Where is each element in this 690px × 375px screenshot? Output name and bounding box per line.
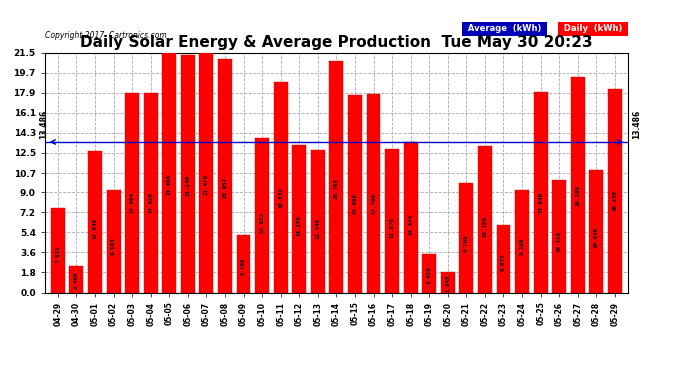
Text: 17.948: 17.948 xyxy=(538,192,543,213)
Bar xyxy=(310,150,325,292)
Bar xyxy=(497,225,511,292)
Text: 21.476: 21.476 xyxy=(204,174,209,195)
Text: 1.848: 1.848 xyxy=(445,274,451,292)
Text: Copyright 2017  Cartronics.com: Copyright 2017 Cartronics.com xyxy=(45,32,166,40)
Bar xyxy=(571,77,584,292)
Bar xyxy=(255,138,269,292)
Bar xyxy=(51,207,65,292)
Text: 18.230: 18.230 xyxy=(613,190,618,211)
Text: 10.940: 10.940 xyxy=(594,227,599,248)
Text: 19.296: 19.296 xyxy=(575,185,580,206)
Text: 21.488: 21.488 xyxy=(167,174,172,195)
Bar xyxy=(274,82,288,292)
Bar xyxy=(199,53,213,292)
Text: 20.708: 20.708 xyxy=(334,178,339,199)
Title: Daily Solar Energy & Average Production  Tue May 30 20:23: Daily Solar Energy & Average Production … xyxy=(80,35,593,50)
Text: 18.832: 18.832 xyxy=(278,188,283,209)
Bar xyxy=(125,93,139,292)
Text: 13.486: 13.486 xyxy=(39,110,48,139)
Bar xyxy=(218,58,232,292)
Text: 13.852: 13.852 xyxy=(259,212,264,233)
Text: 10.116: 10.116 xyxy=(557,231,562,252)
Bar xyxy=(404,142,417,292)
Text: 13.256: 13.256 xyxy=(297,215,302,236)
Bar xyxy=(329,62,344,292)
Text: 13.474: 13.474 xyxy=(408,214,413,236)
Text: 17.828: 17.828 xyxy=(148,192,153,213)
Bar xyxy=(144,93,157,292)
Text: 3.420: 3.420 xyxy=(426,267,432,284)
Text: 9.184: 9.184 xyxy=(111,238,116,255)
Text: 17.904: 17.904 xyxy=(130,192,135,213)
Text: 21.240: 21.240 xyxy=(186,175,190,196)
Bar xyxy=(70,266,83,292)
Text: 2.406: 2.406 xyxy=(74,272,79,289)
Bar xyxy=(478,146,492,292)
Text: 13.486: 13.486 xyxy=(632,110,641,139)
Text: 20.952: 20.952 xyxy=(222,177,228,198)
Bar xyxy=(422,254,436,292)
Text: 6.072: 6.072 xyxy=(501,253,506,271)
Bar xyxy=(106,190,121,292)
Bar xyxy=(293,144,306,292)
Text: 12.646: 12.646 xyxy=(92,219,97,240)
Text: 12.748: 12.748 xyxy=(315,218,320,239)
Text: 12.878: 12.878 xyxy=(390,217,395,238)
Bar xyxy=(348,95,362,292)
Bar xyxy=(237,235,250,292)
Text: 9.798: 9.798 xyxy=(464,234,469,252)
Text: 5.160: 5.160 xyxy=(241,258,246,275)
Bar xyxy=(181,56,195,292)
Text: 7.612: 7.612 xyxy=(55,246,60,263)
Bar xyxy=(366,94,380,292)
Bar xyxy=(385,149,399,292)
Bar xyxy=(162,53,176,292)
Text: Average  (kWh): Average (kWh) xyxy=(464,24,544,33)
Bar xyxy=(552,180,566,292)
Bar xyxy=(441,272,455,292)
Bar xyxy=(88,152,102,292)
Bar xyxy=(515,190,529,292)
Text: 9.160: 9.160 xyxy=(520,238,524,255)
Bar xyxy=(460,183,473,292)
Bar xyxy=(589,170,603,292)
Text: Daily  (kWh): Daily (kWh) xyxy=(561,24,625,33)
Bar xyxy=(608,89,622,292)
Text: 17.660: 17.660 xyxy=(353,193,357,214)
Text: 17.760: 17.760 xyxy=(371,193,376,214)
Text: 13.158: 13.158 xyxy=(482,216,487,237)
Bar xyxy=(533,92,548,292)
